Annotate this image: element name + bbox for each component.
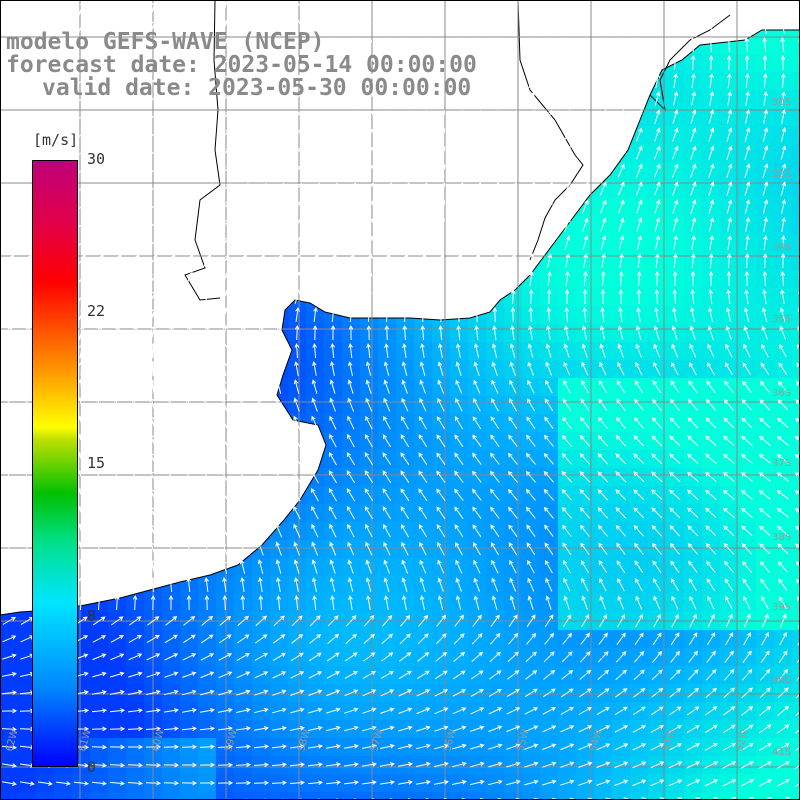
colorbar-tick-30: 30 — [87, 150, 106, 168]
valid-date: valid date: 2023-05-30 00:00:00 — [42, 75, 472, 101]
lat-label: 39S — [772, 602, 791, 613]
forecast-date: forecast date: 2023-05-14 00:00:00 — [6, 52, 477, 78]
latitude-labels: 30S 32S 34S 35S 36S 37S 38S 39S 40S 41S — [772, 97, 791, 758]
colorbar-tick-22: 22 — [87, 302, 106, 320]
lat-label: 38S — [772, 532, 791, 543]
colorbar-tick-15: 15 — [87, 454, 106, 472]
colorbar-unit: [m/s] — [33, 131, 79, 149]
lat-label: 32S — [772, 169, 791, 180]
colorbar-tick-8: 8 — [87, 607, 97, 625]
lat-label: 30S — [772, 97, 791, 108]
lat-label: 41S — [772, 747, 791, 758]
land-mass — [0, 0, 800, 616]
lat-label: 40S — [772, 675, 791, 686]
lat-label: 36S — [772, 388, 791, 399]
model-title: modelo GEFS-WAVE (NCEP) — [6, 29, 325, 55]
lat-label: 34S — [772, 242, 791, 253]
colorbar-tick-0: 0 — [87, 758, 97, 776]
colorbar — [32, 160, 78, 767]
lat-label: 37S — [772, 458, 791, 469]
lat-label: 35S — [772, 314, 791, 325]
